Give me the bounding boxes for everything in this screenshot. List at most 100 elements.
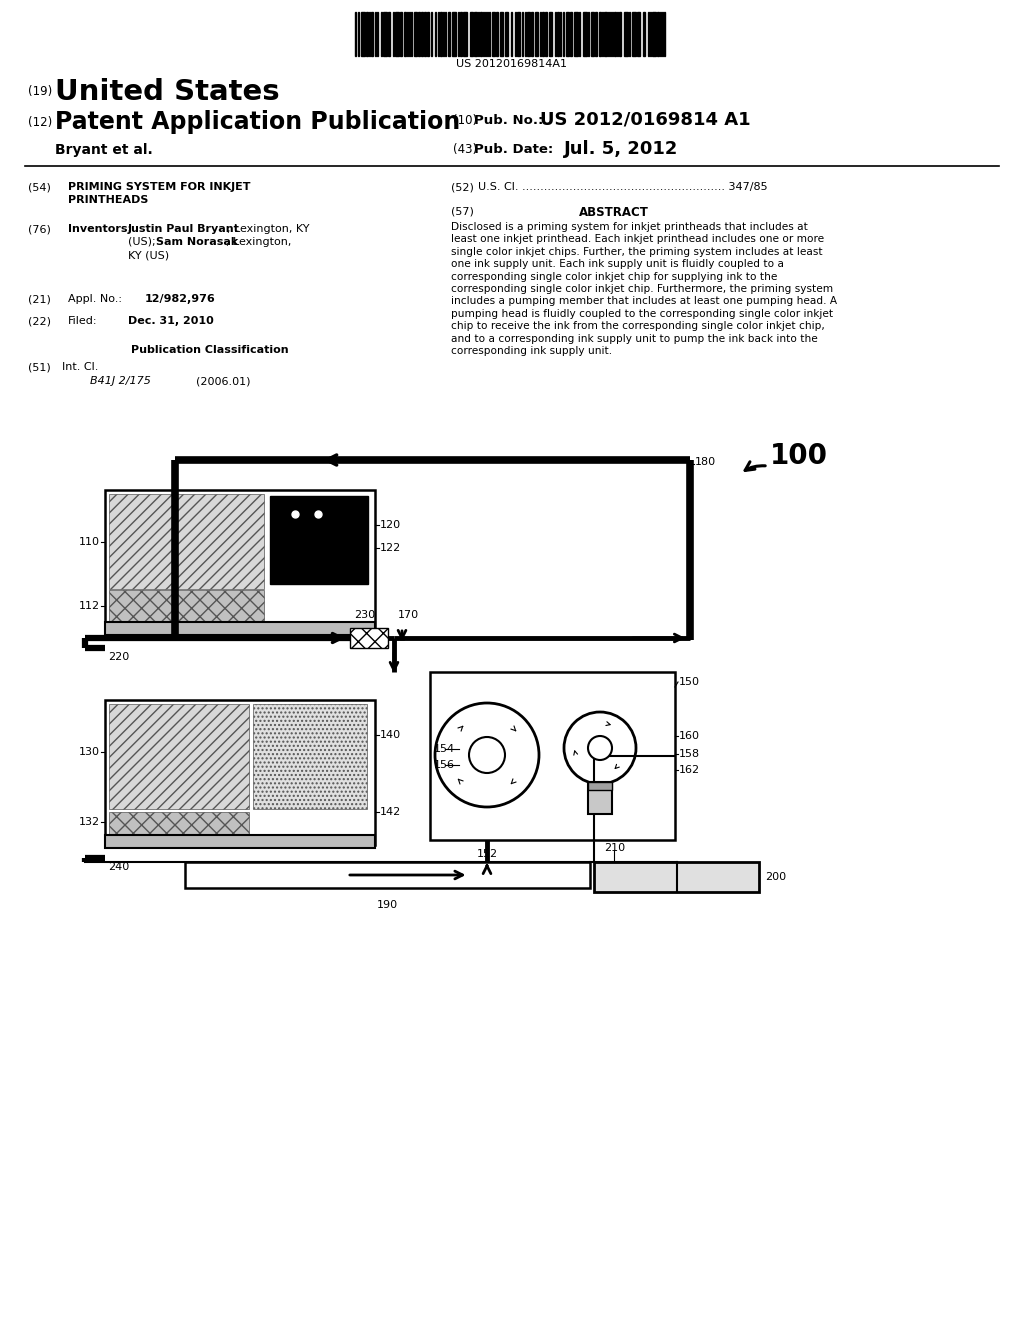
Bar bbox=[105, 700, 375, 845]
Bar bbox=[505, 12, 508, 55]
Text: 180: 180 bbox=[695, 457, 716, 467]
Text: 190: 190 bbox=[377, 900, 398, 909]
Text: 220: 220 bbox=[108, 652, 129, 663]
Bar bbox=[531, 12, 534, 55]
Text: Sam Norasak: Sam Norasak bbox=[156, 238, 239, 247]
Text: Jul. 5, 2012: Jul. 5, 2012 bbox=[564, 140, 678, 158]
Text: 160: 160 bbox=[679, 731, 700, 741]
Bar bbox=[588, 781, 612, 814]
Text: 112: 112 bbox=[79, 601, 100, 611]
Bar bbox=[449, 12, 450, 55]
Text: Disclosed is a priming system for inkjet printheads that includes at: Disclosed is a priming system for inkjet… bbox=[451, 222, 808, 232]
Text: Publication Classification: Publication Classification bbox=[131, 345, 289, 355]
Text: 210: 210 bbox=[604, 843, 625, 853]
Text: chip to receive the ink from the corresponding single color inkjet chip,: chip to receive the ink from the corresp… bbox=[451, 321, 824, 331]
Bar bbox=[404, 12, 406, 55]
Text: 110: 110 bbox=[79, 537, 100, 546]
Text: Dec. 31, 2010: Dec. 31, 2010 bbox=[128, 315, 214, 326]
Text: 152: 152 bbox=[477, 849, 498, 859]
Text: Pub. Date:: Pub. Date: bbox=[474, 143, 553, 156]
Text: (22): (22) bbox=[28, 315, 51, 326]
Text: Justin Paul Bryant: Justin Paul Bryant bbox=[128, 224, 240, 234]
Bar bbox=[595, 12, 597, 55]
Text: (2006.01): (2006.01) bbox=[196, 376, 251, 385]
Bar bbox=[643, 12, 645, 55]
Bar bbox=[427, 12, 429, 55]
Text: pumping head is fluidly coupled to the corresponding single color inkjet: pumping head is fluidly coupled to the c… bbox=[451, 309, 834, 319]
Bar bbox=[574, 12, 578, 55]
Bar bbox=[632, 12, 636, 55]
Text: US 20120169814A1: US 20120169814A1 bbox=[457, 59, 567, 69]
Text: 154: 154 bbox=[434, 744, 455, 754]
Bar bbox=[109, 494, 264, 589]
Text: , Lexington, KY: , Lexington, KY bbox=[227, 224, 309, 234]
Bar bbox=[517, 12, 520, 55]
Bar bbox=[253, 704, 367, 809]
Bar bbox=[496, 12, 498, 55]
Bar bbox=[270, 496, 368, 583]
Bar bbox=[527, 12, 530, 55]
Circle shape bbox=[469, 737, 505, 774]
Bar bbox=[383, 12, 387, 55]
Text: 120: 120 bbox=[380, 520, 401, 531]
Bar bbox=[474, 12, 477, 55]
Bar bbox=[570, 12, 572, 55]
Text: United States: United States bbox=[55, 78, 280, 106]
Text: 170: 170 bbox=[398, 610, 419, 620]
Bar bbox=[535, 12, 538, 55]
Text: (US);: (US); bbox=[128, 238, 159, 247]
Text: corresponding single color inkjet chip. Furthermore, the priming system: corresponding single color inkjet chip. … bbox=[451, 284, 834, 294]
Bar bbox=[421, 12, 423, 55]
Bar bbox=[109, 704, 249, 809]
Bar bbox=[418, 12, 420, 55]
Text: 158: 158 bbox=[679, 748, 700, 759]
Text: 132: 132 bbox=[79, 817, 100, 828]
Text: 122: 122 bbox=[380, 543, 401, 553]
Text: Patent Application Publication: Patent Application Publication bbox=[55, 110, 460, 135]
Bar bbox=[424, 12, 426, 55]
Text: (57): (57) bbox=[451, 206, 474, 216]
Text: (76): (76) bbox=[28, 224, 51, 234]
Bar bbox=[557, 12, 559, 55]
Bar bbox=[414, 12, 417, 55]
Bar bbox=[480, 12, 482, 55]
Text: includes a pumping member that includes at least one pumping head. A: includes a pumping member that includes … bbox=[451, 297, 837, 306]
Text: Pub. No.:: Pub. No.: bbox=[474, 114, 544, 127]
Bar bbox=[105, 622, 375, 635]
Bar bbox=[460, 12, 462, 55]
Text: corresponding ink supply unit.: corresponding ink supply unit. bbox=[451, 346, 612, 356]
Text: , Lexington,: , Lexington, bbox=[226, 238, 292, 247]
Bar bbox=[618, 12, 621, 55]
Bar bbox=[614, 12, 616, 55]
Circle shape bbox=[588, 737, 612, 760]
Text: (52): (52) bbox=[451, 182, 474, 191]
Text: 100: 100 bbox=[770, 442, 828, 470]
Bar bbox=[109, 812, 249, 837]
Bar bbox=[549, 12, 552, 55]
Bar bbox=[105, 490, 375, 635]
Bar bbox=[545, 12, 547, 55]
Bar bbox=[430, 672, 675, 840]
Text: least one inkjet printhead. Each inkjet printhead includes one or more: least one inkjet printhead. Each inkjet … bbox=[451, 235, 824, 244]
Text: (10): (10) bbox=[453, 114, 477, 127]
Text: 240: 240 bbox=[108, 862, 129, 873]
Text: (43): (43) bbox=[453, 143, 477, 156]
Text: 12/982,976: 12/982,976 bbox=[145, 294, 216, 304]
Bar bbox=[588, 781, 612, 789]
Bar bbox=[594, 862, 759, 892]
Bar bbox=[637, 12, 640, 55]
Text: 130: 130 bbox=[79, 747, 100, 756]
Bar bbox=[400, 12, 402, 55]
Text: (12): (12) bbox=[28, 116, 52, 129]
Text: KY (US): KY (US) bbox=[128, 249, 169, 260]
Text: Bryant et al.: Bryant et al. bbox=[55, 143, 153, 157]
Text: 162: 162 bbox=[679, 766, 700, 775]
Bar bbox=[591, 12, 594, 55]
Bar bbox=[624, 12, 628, 55]
Text: 230: 230 bbox=[354, 610, 376, 620]
Bar bbox=[657, 12, 659, 55]
Bar bbox=[350, 628, 388, 648]
Bar bbox=[361, 12, 365, 55]
Bar bbox=[583, 12, 587, 55]
Bar bbox=[604, 12, 607, 55]
